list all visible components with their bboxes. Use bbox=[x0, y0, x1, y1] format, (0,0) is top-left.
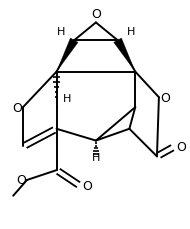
Text: H: H bbox=[92, 153, 100, 163]
Text: O: O bbox=[160, 91, 170, 104]
Text: O: O bbox=[177, 140, 187, 153]
Text: O: O bbox=[16, 174, 26, 187]
Text: H: H bbox=[126, 27, 135, 37]
Text: O: O bbox=[82, 180, 92, 193]
Polygon shape bbox=[114, 39, 135, 72]
Polygon shape bbox=[56, 39, 78, 72]
Text: O: O bbox=[91, 8, 101, 21]
Text: H: H bbox=[57, 27, 65, 37]
Text: O: O bbox=[12, 101, 22, 114]
Text: H: H bbox=[63, 94, 71, 104]
